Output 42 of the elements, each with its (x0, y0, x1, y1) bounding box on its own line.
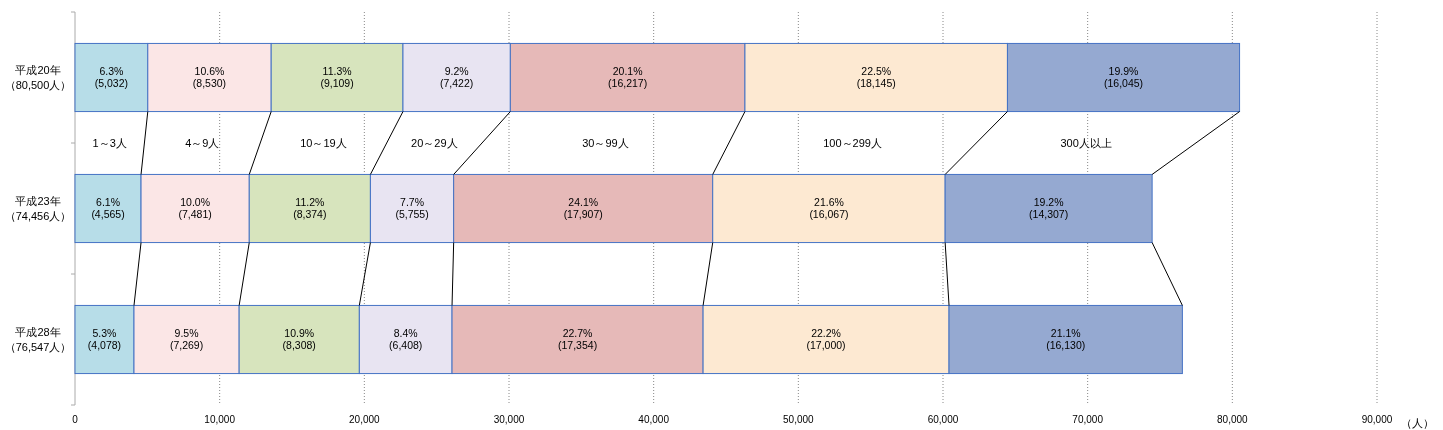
data-label: 21.1% (16,130) (1046, 326, 1086, 352)
text: 4～9人 (185, 136, 220, 149)
text: 100～299人 (823, 136, 882, 149)
data-label: 9.5% (7,269) (169, 326, 204, 352)
x-tick-label: 90,000 (1361, 413, 1393, 425)
data-label: 10.9% (8,308) (282, 326, 316, 352)
data-label: 21.6% (16,067) (809, 195, 849, 221)
data-label: 19.2% (14,307) (1029, 195, 1069, 221)
x-tick-label: 30,000 (493, 413, 525, 425)
data-label: 19.9% (16,045) (1103, 64, 1144, 90)
data-label: 11.3% (9,109) (320, 64, 354, 90)
data-label: 22.5% (18,145) (856, 64, 896, 90)
x-tick-label: 0 (72, 413, 79, 425)
data-label: 6.1% (4,565) (91, 195, 125, 221)
text: 10～19人 (300, 136, 347, 149)
data-label: 22.7% (17,354) (558, 326, 598, 352)
x-tick-label: 20,000 (349, 413, 381, 425)
x-axis-title: （人） (1400, 416, 1434, 429)
y-tick-label: 平成23年（74,456人） (3, 193, 73, 224)
data-label: 22.2% (17,000) (806, 326, 846, 352)
y-tick-label: 平成28年（76,547人） (3, 324, 73, 355)
y-tick-label: 平成20年（80,500人） (3, 62, 73, 93)
x-tick-label: 60,000 (927, 413, 959, 425)
x-tick-label: 50,000 (783, 413, 815, 425)
data-label: 10.6% (8,530) (192, 64, 227, 90)
data-label: 5.3% (4,078) (87, 326, 122, 352)
x-tick-label: 40,000 (638, 413, 670, 425)
data-label: 6.3% (5,032) (94, 64, 129, 90)
data-label: 10.0% (7,481) (178, 195, 212, 221)
data-label: 9.2% (7,422) (440, 64, 474, 90)
data-label: 24.1% (17,907) (563, 195, 603, 221)
data-label: 20.1% (16,217) (608, 64, 648, 90)
x-tick-label: 10,000 (204, 413, 236, 425)
text: 1～3人 (92, 136, 127, 149)
x-tick-label: 70,000 (1072, 413, 1104, 425)
x-tick-label: 80,000 (1217, 413, 1249, 425)
text: 300人以上 (1060, 136, 1112, 149)
text: 20～29人 (411, 136, 458, 149)
data-label: 7.7% (5,755) (395, 195, 429, 221)
data-label: 11.2% (8,374) (293, 195, 327, 221)
text: 30～99人 (582, 136, 629, 149)
data-label: 8.4% (6,408) (389, 326, 423, 352)
